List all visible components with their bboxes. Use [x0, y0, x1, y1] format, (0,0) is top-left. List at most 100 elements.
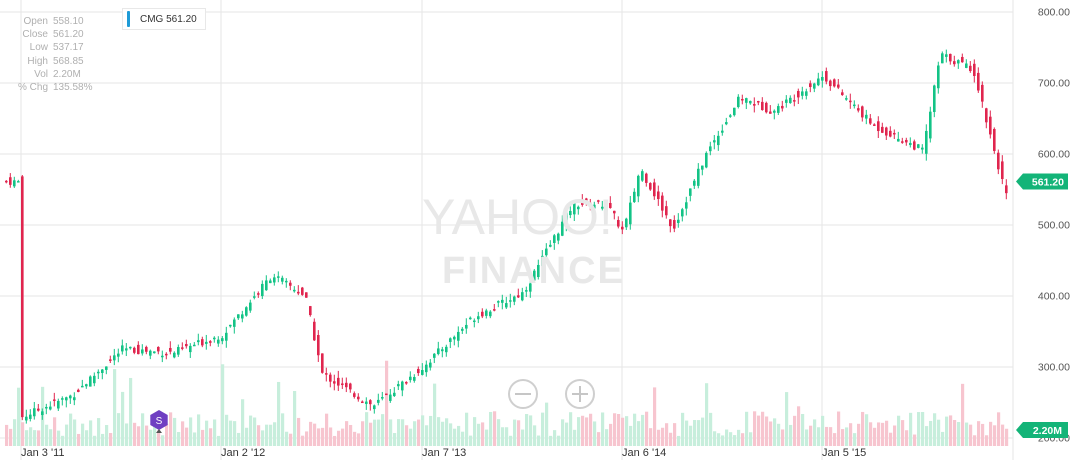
- volume-bar: [225, 414, 229, 446]
- volume-bar: [989, 421, 993, 446]
- volume-bar: [421, 415, 425, 446]
- candle-body: [821, 77, 824, 81]
- candle-body: [741, 98, 744, 101]
- volume-bar: [349, 424, 353, 446]
- candle-body: [297, 291, 300, 294]
- candle-body: [401, 381, 404, 391]
- x-tick-label: Jan 6 '14: [622, 447, 666, 459]
- candle-body: [917, 144, 920, 148]
- volume-bar: [849, 423, 853, 446]
- volume-bar: [961, 383, 965, 446]
- volume-bar: [609, 423, 613, 446]
- volume-bar: [949, 415, 953, 446]
- candle-body: [881, 126, 884, 133]
- candle-body: [689, 188, 692, 196]
- y-tick-label: 800.00: [1038, 7, 1070, 19]
- volume-bar: [965, 422, 969, 446]
- candle-body: [897, 138, 900, 142]
- volume-bar: [265, 424, 269, 446]
- volume-bar: [61, 435, 65, 446]
- candle-body: [593, 204, 596, 209]
- symbol-legend[interactable]: CMG 561.20: [122, 8, 206, 30]
- candle-body: [773, 110, 776, 113]
- zoom-out-button[interactable]: [508, 379, 538, 409]
- volume-bar: [681, 412, 685, 446]
- candle-body: [833, 79, 836, 87]
- candle-body: [477, 316, 480, 320]
- candle-body: [725, 122, 728, 125]
- candle-body: [129, 346, 132, 349]
- candle-body: [105, 366, 108, 370]
- candle-body: [385, 393, 388, 396]
- volume-bar: [613, 413, 617, 446]
- volume-bar: [713, 431, 717, 446]
- candle-body: [953, 61, 956, 65]
- volume-bar: [5, 424, 9, 446]
- candle-body: [57, 400, 60, 409]
- yahoo-watermark: YAHOO!: [422, 189, 613, 245]
- volume-bar: [789, 424, 793, 446]
- candle-body: [973, 63, 976, 76]
- candle-body: [197, 340, 200, 343]
- candle-body: [825, 71, 828, 82]
- volume-bar: [9, 428, 13, 446]
- volume-bar: [209, 428, 213, 446]
- candle-body: [181, 347, 184, 349]
- candle-body: [665, 206, 668, 216]
- volume-bar: [625, 416, 629, 446]
- volume-bar: [537, 435, 541, 446]
- candle-body: [141, 349, 144, 354]
- candle-body: [429, 362, 432, 368]
- candle-body: [45, 406, 48, 409]
- last-volume-badge: [1016, 422, 1068, 438]
- candle-body: [405, 382, 408, 384]
- volume-bar: [725, 429, 729, 446]
- event-marker[interactable]: S: [150, 410, 168, 433]
- candle-body: [557, 233, 560, 241]
- candle-body: [125, 348, 128, 351]
- candle-body: [337, 377, 340, 386]
- volume-bar: [325, 413, 329, 446]
- volume-bar: [221, 364, 225, 446]
- volume-bar: [193, 432, 197, 446]
- volume-bar: [129, 377, 133, 446]
- candle-body: [409, 376, 412, 381]
- candle-body: [853, 104, 856, 107]
- volume-bar: [897, 415, 901, 446]
- split-marker-label: S: [156, 416, 163, 427]
- volume-bar: [177, 432, 181, 446]
- candle-body: [517, 295, 520, 298]
- candle-body: [633, 191, 636, 203]
- volume-bar: [501, 427, 505, 446]
- candle-body: [237, 314, 240, 319]
- volume-bar: [765, 416, 769, 446]
- candle-body: [713, 140, 716, 143]
- x-tick-label: Jan 7 '13: [422, 447, 466, 459]
- candle-body: [353, 393, 356, 397]
- volume-bar: [413, 421, 417, 446]
- candle-body: [761, 101, 764, 110]
- volume-bar: [937, 419, 941, 446]
- volume-bar: [433, 383, 437, 446]
- candle-body: [13, 180, 16, 187]
- volume-bar: [837, 411, 841, 446]
- volume-bar: [685, 420, 689, 446]
- volume-bar: [509, 435, 513, 446]
- volume-bar: [605, 429, 609, 446]
- candle-body: [905, 139, 908, 143]
- volume-bar: [137, 426, 141, 446]
- candle-body: [465, 324, 468, 329]
- candle-body: [625, 218, 628, 228]
- candle-body: [189, 345, 192, 353]
- volume-bar: [785, 392, 789, 446]
- candle-body: [261, 283, 264, 297]
- volume-bar: [689, 425, 693, 446]
- candle-body: [681, 209, 684, 217]
- last-volume-label: 2.20M: [1033, 425, 1062, 437]
- volume-bar: [749, 432, 753, 446]
- volume-bar: [441, 421, 445, 446]
- split-marker-icon[interactable]: [150, 410, 168, 430]
- zoom-in-button[interactable]: [565, 379, 595, 409]
- volume-bar: [405, 425, 409, 446]
